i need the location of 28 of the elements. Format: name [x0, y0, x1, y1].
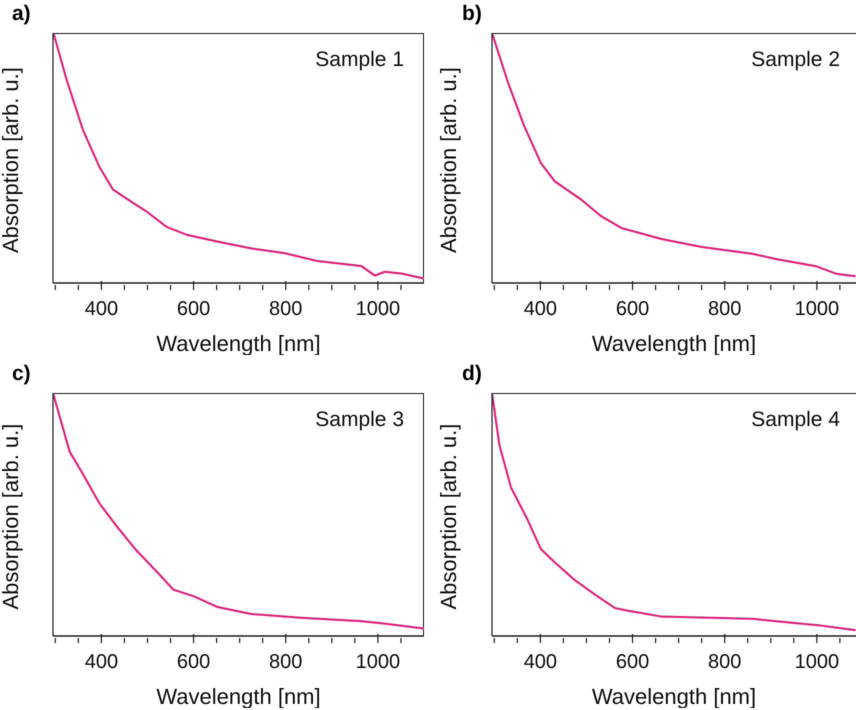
x-tick-label: 1000	[794, 298, 840, 320]
y-axis-title: Absorption [arb. u.]	[436, 67, 461, 253]
x-tick-label: 800	[708, 651, 742, 673]
y-axis-title: Absorption [arb. u.]	[0, 424, 23, 610]
x-tick-label: 1000	[356, 298, 400, 320]
chart-title: c)	[12, 362, 31, 386]
chart-title: b)	[462, 2, 482, 26]
y-axis-title: Absorption [arb. u.]	[436, 424, 461, 610]
annotation: Sample 1	[315, 48, 404, 72]
x-tick-label: 400	[524, 298, 558, 320]
x-tick-label: 800	[269, 298, 302, 320]
chart-title: d)	[462, 362, 482, 386]
x-tick-label: 400	[524, 651, 558, 673]
x-tick-label: 400	[84, 298, 118, 320]
x-tick-label: 600	[176, 651, 210, 673]
x-tick-label: 600	[176, 298, 210, 320]
x-tick-label: 800	[269, 651, 302, 673]
annotation: Sample 4	[751, 408, 840, 432]
x-tick-label: 400	[84, 651, 118, 673]
x-tick-label: 600	[616, 298, 650, 320]
x-tick-label: 600	[616, 651, 650, 673]
y-axis-title: Absorption [arb. u.]	[0, 67, 23, 253]
x-tick-label: 1000	[356, 651, 400, 673]
x-tick-label: 1000	[794, 651, 840, 673]
chart-title: a)	[12, 2, 31, 26]
x-tick-label: 800	[708, 298, 742, 320]
annotation: Sample 2	[751, 48, 840, 72]
annotation: Sample 3	[315, 408, 404, 432]
